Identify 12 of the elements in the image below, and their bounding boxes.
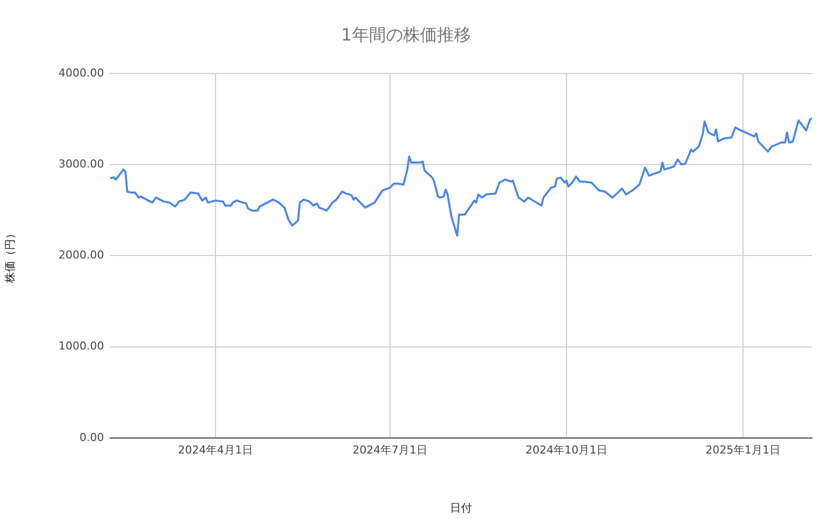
y-tick-label: 3000.00 — [58, 157, 104, 170]
y-tick-label: 4000.00 — [58, 66, 104, 80]
y-tick-label: 1000.00 — [58, 340, 104, 353]
y-axis-title: 株価（円） — [3, 228, 16, 284]
x-tick-label: 2024年7月1日 — [352, 443, 428, 456]
x-tick-label: 2024年10月1日 — [525, 443, 608, 456]
y-tick-label: 0.00 — [80, 430, 104, 444]
y-tick-label: 2000.00 — [58, 248, 104, 262]
x-tick-label: 2025年1月1日 — [705, 443, 780, 456]
x-axis-title: 日付 — [450, 501, 472, 514]
chart-title: 1年間の株価推移 — [341, 26, 471, 46]
x-tick-label: 2024年4月1日 — [178, 443, 253, 456]
